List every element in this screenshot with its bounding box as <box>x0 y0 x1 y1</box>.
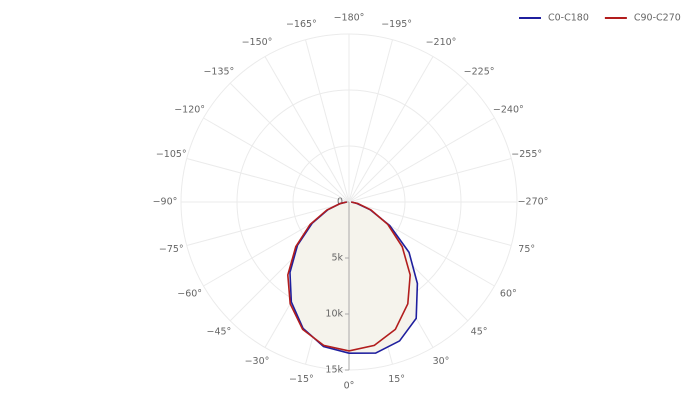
angular-tick-label: −210° <box>426 37 457 48</box>
angular-tick-label: 0° <box>344 381 355 392</box>
angular-grid-line <box>229 82 350 203</box>
angular-tick-label: −270° <box>518 197 549 208</box>
angular-grid-line <box>264 56 350 203</box>
angular-grid-line <box>348 201 512 246</box>
radial-tick-label: 10k <box>325 309 343 320</box>
angular-tick-label: −195° <box>381 19 412 30</box>
angular-tick-label: 75° <box>518 244 535 255</box>
angular-tick-label: −105° <box>156 149 187 160</box>
angular-grid-line <box>348 82 469 203</box>
angular-tick-label: −240° <box>493 105 524 116</box>
radial-tick-label: 5k <box>331 253 343 264</box>
legend-label: C0-C180 <box>548 13 589 24</box>
angular-grid-line <box>348 39 393 203</box>
angular-tick-label: −180° <box>334 13 365 24</box>
angular-grid-line <box>186 158 350 203</box>
radial-tick-label: 0 <box>337 197 343 208</box>
angular-tick-label: −150° <box>242 37 273 48</box>
angular-tick-label: −60° <box>177 289 202 300</box>
legend-label: C90-C270 <box>634 13 681 24</box>
angular-tick-label: −15° <box>289 374 314 385</box>
angular-tick-label: −90° <box>153 197 178 208</box>
angular-grid-line <box>203 117 350 203</box>
angular-tick-label: −75° <box>159 244 184 255</box>
angular-grid-line <box>186 201 350 246</box>
angular-tick-label: 60° <box>500 289 517 300</box>
angular-tick-label: 30° <box>433 356 450 367</box>
angular-grid-line <box>348 158 512 203</box>
angular-tick-label: 45° <box>471 327 488 338</box>
angular-tick-label: −225° <box>464 66 495 77</box>
angular-tick-label: −135° <box>203 66 234 77</box>
series-line <box>286 201 412 352</box>
angular-tick-label: −255° <box>511 149 542 160</box>
angular-grid-line <box>348 117 495 203</box>
angular-tick-label: −30° <box>245 356 270 367</box>
angular-grid-line <box>348 56 434 203</box>
radial-tick-label: 15k <box>325 365 343 376</box>
angular-tick-label: −45° <box>206 327 231 338</box>
angular-tick-label: −120° <box>174 105 205 116</box>
angular-grid-line <box>305 39 350 203</box>
angular-tick-label: −165° <box>286 19 317 30</box>
angular-tick-label: 15° <box>388 374 405 385</box>
